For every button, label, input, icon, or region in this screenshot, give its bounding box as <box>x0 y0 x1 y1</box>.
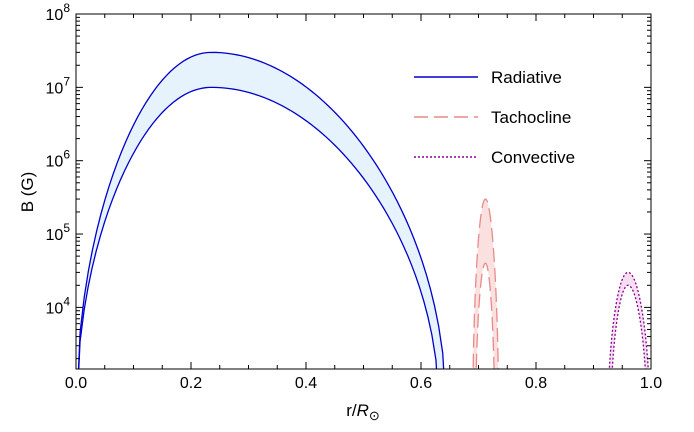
lower-curve-radiative <box>78 86 438 369</box>
y-tick-label: 106 <box>46 148 71 171</box>
y-axis-label: B (G) <box>18 172 37 213</box>
series-convective <box>608 271 649 369</box>
y-tick-label: 105 <box>46 221 71 244</box>
legend-label-radiative: Radiative <box>491 68 562 87</box>
band-radiative <box>78 52 444 369</box>
series-layer <box>77 51 649 369</box>
band-convective <box>609 272 649 369</box>
x-tick-label: 0.0 <box>65 375 87 392</box>
y-tick-label: 107 <box>46 74 71 97</box>
plot-frame <box>75 13 652 370</box>
y-tick-label: 104 <box>46 294 71 317</box>
x-tick-label: 0.2 <box>180 375 202 392</box>
upper-curve-tachocline <box>472 198 499 369</box>
x-axis-label-var: R <box>357 401 369 420</box>
x-axis-label-sub: ⊙ <box>369 408 380 423</box>
x-axis-label-base: r/ <box>346 401 357 420</box>
band-tachocline <box>473 199 499 369</box>
legend-label-tachocline: Tachocline <box>491 108 571 127</box>
lower-curve-convective <box>611 284 646 369</box>
series-radiative <box>77 51 445 369</box>
x-tick-label: 0.6 <box>410 375 432 392</box>
legend-label-convective: Convective <box>491 148 575 167</box>
lower-curve-tachocline <box>475 262 495 369</box>
x-axis-label: r/R⊙ <box>346 401 380 423</box>
upper-curve-radiative <box>77 51 445 369</box>
x-tick-label: 1.0 <box>640 375 662 392</box>
x-tick-label: 0.4 <box>295 375 317 392</box>
ticks-layer: 0.0 0.2 0.4 0.6 0.8 1.0 104 105 106 107 108 <box>46 1 663 392</box>
legend: Radiative Tachocline Convective <box>414 68 575 167</box>
series-tachocline <box>472 198 499 369</box>
y-tick-label: 108 <box>46 1 71 24</box>
x-tick-label: 0.8 <box>525 375 547 392</box>
